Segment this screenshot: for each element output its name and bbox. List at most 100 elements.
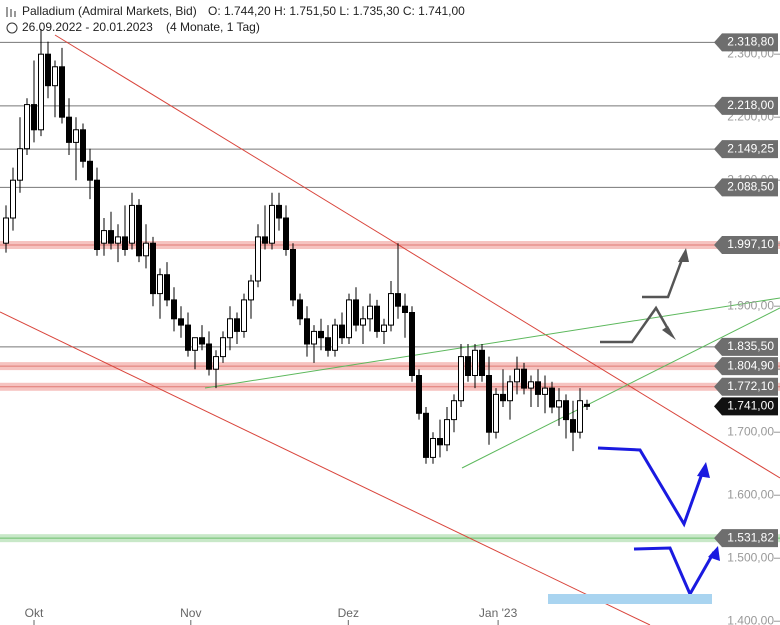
candle-body — [10, 179, 16, 219]
candle-body — [332, 324, 338, 351]
level-label: 1.772,10 — [727, 379, 774, 393]
candle-body — [318, 330, 324, 339]
level-label-box — [714, 33, 778, 52]
trend-line — [0, 311, 651, 625]
level-label: 1.997,10 — [727, 237, 774, 251]
candle-body — [311, 330, 317, 345]
candle-body — [381, 324, 387, 332]
clock-icon — [6, 22, 18, 34]
arrow — [633, 546, 716, 598]
candle-body — [444, 419, 450, 446]
candle-body — [465, 356, 471, 377]
candle-body — [486, 375, 492, 433]
candle-body — [437, 438, 443, 446]
candle-body — [283, 217, 289, 250]
x-tick-label: Nov — [180, 606, 201, 620]
candle-body — [458, 356, 464, 402]
arrow-head — [708, 546, 720, 561]
candle-body — [346, 299, 352, 339]
candle-body — [500, 393, 506, 402]
candle-body — [290, 248, 296, 301]
candle-body — [269, 204, 275, 244]
candle-body — [94, 179, 100, 250]
candle-body — [479, 349, 485, 377]
candle-body — [234, 318, 240, 332]
chart-title: Palladium (Admiral Markets, Bid) — [22, 4, 197, 18]
level-label-box — [714, 529, 778, 548]
trend-line — [461, 307, 780, 469]
candle-body — [339, 324, 345, 339]
candle-body — [87, 160, 93, 181]
candle-body — [185, 324, 191, 351]
candle-body — [262, 236, 268, 244]
candle-body — [584, 403, 590, 407]
trend-line — [204, 297, 780, 389]
candle-body — [493, 393, 499, 433]
x-tick-label: Dez — [338, 606, 359, 620]
trend-line — [54, 34, 780, 479]
candle-body — [556, 400, 562, 408]
level-label-box — [714, 357, 778, 376]
candle-body — [31, 104, 37, 131]
labels-layer: 1.400,001.500,001.600,001.700,001.800,00… — [25, 33, 780, 625]
ohlc-info: O: 1.744,20 H: 1.751,50 L: 1.735,30 C: 1… — [208, 4, 465, 18]
level-label-box — [714, 96, 778, 115]
candle-body — [199, 337, 205, 345]
level-label-box — [714, 377, 778, 396]
candle-body — [73, 129, 79, 143]
level-label: 2.218,00 — [727, 98, 774, 112]
candle-body — [353, 299, 359, 326]
arrow-head — [678, 248, 689, 262]
x-tick-label: Jan '23 — [479, 606, 518, 620]
candle-body — [514, 368, 520, 383]
candle-body — [206, 343, 212, 370]
candle-body — [451, 400, 457, 421]
candle-body — [549, 387, 555, 408]
level-label: 2.149,25 — [727, 141, 774, 155]
date-range: 26.09.2022 - 20.01.2023 — [22, 20, 153, 34]
level-label-box — [714, 178, 778, 197]
candle-body — [395, 293, 401, 307]
candle-body — [115, 236, 121, 244]
candle-body — [213, 356, 219, 370]
candles-layer — [3, 28, 590, 464]
duration: (4 Monate, 1 Tag) — [166, 20, 260, 34]
level-label: 2.318,80 — [727, 35, 774, 49]
arrow — [642, 253, 686, 299]
candle-body — [360, 318, 366, 326]
candle-body — [388, 293, 394, 326]
y-tick-label: 1.400,00 — [727, 613, 774, 625]
level-label-box — [714, 337, 778, 356]
y-tick-label: 1.700,00 — [727, 424, 774, 438]
candle-body — [171, 299, 177, 320]
candle-body — [101, 230, 107, 244]
arrow-head — [697, 462, 710, 478]
arrow — [597, 446, 706, 528]
candle-body — [521, 368, 527, 389]
candle-body — [325, 337, 331, 351]
background-layer — [0, 41, 780, 543]
candle-body — [255, 236, 261, 282]
candle-body — [129, 204, 135, 244]
candle-body — [164, 274, 170, 301]
candle-body — [367, 305, 373, 320]
candle-body — [143, 242, 149, 257]
candle-body — [45, 53, 51, 87]
target-zone — [548, 594, 712, 604]
x-tick-label: Okt — [25, 606, 44, 620]
candle-body — [248, 280, 254, 301]
candle-body — [241, 299, 247, 332]
candle-body — [80, 129, 86, 162]
candle-body — [3, 217, 9, 244]
candle-body — [59, 66, 65, 118]
candle-body — [122, 236, 128, 250]
candle-body — [430, 438, 436, 458]
candle-body — [528, 381, 534, 389]
y-tick-label: 1.500,00 — [727, 550, 774, 564]
arrow — [600, 305, 674, 344]
candle-body — [178, 318, 184, 326]
candle-body — [66, 116, 72, 143]
candle-body — [220, 337, 226, 358]
arrow-head — [662, 326, 676, 340]
candle-body — [192, 337, 198, 351]
